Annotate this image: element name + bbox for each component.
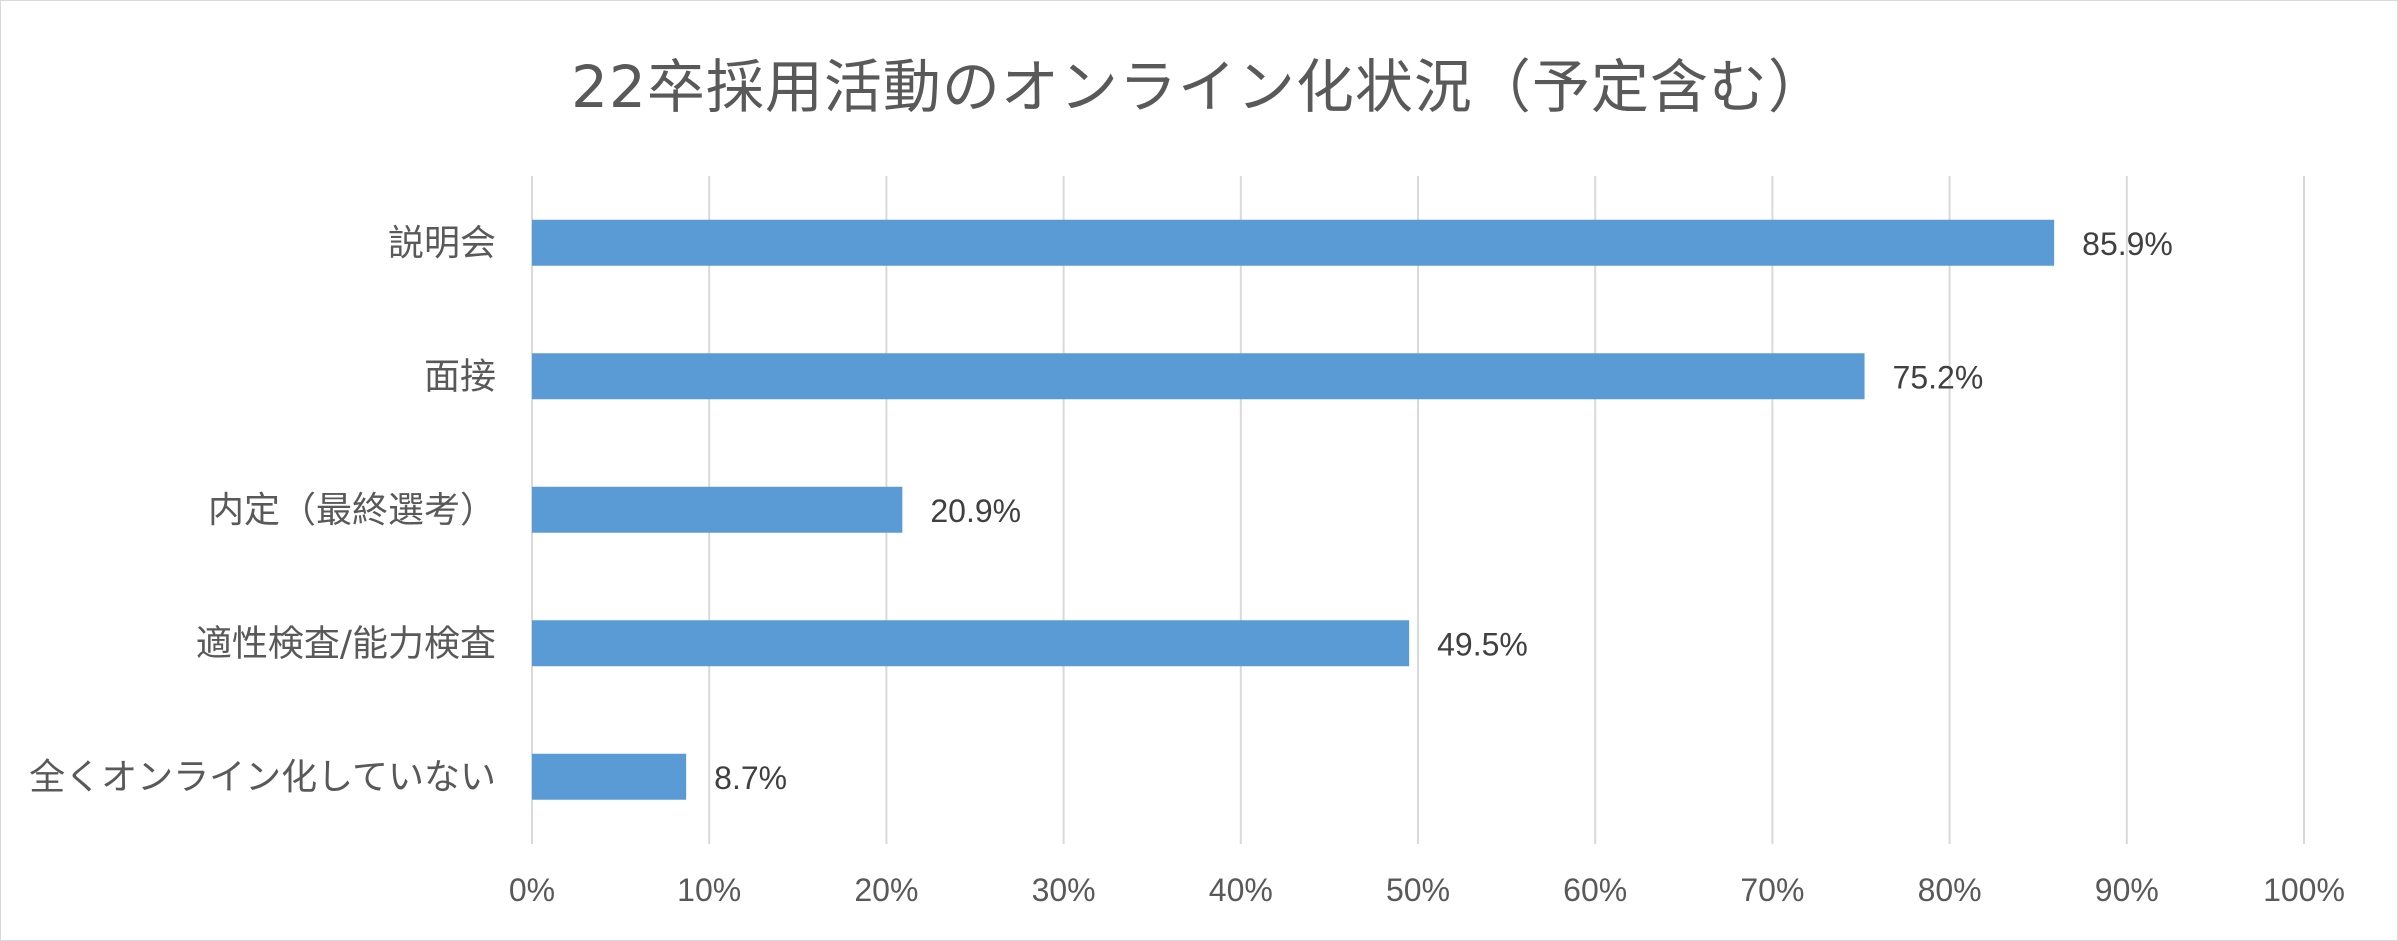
- x-tick-label: 40%: [1209, 872, 1273, 908]
- bar: [532, 486, 903, 533]
- x-tick-label: 20%: [854, 872, 918, 908]
- x-tick-label: 60%: [1563, 872, 1627, 908]
- category-label: 説明会: [388, 223, 496, 264]
- data-label: 85.9%: [2082, 226, 2173, 262]
- chart-title: 22卒採用活動のオンライン化状況（予定含む）: [571, 53, 1827, 121]
- x-tick-label: 90%: [2095, 872, 2159, 908]
- data-label: 75.2%: [1893, 359, 1984, 395]
- x-tick-label: 80%: [1918, 872, 1982, 908]
- bar: [532, 620, 1410, 667]
- x-tick-label: 30%: [1032, 872, 1096, 908]
- category-label: 面接: [424, 356, 496, 397]
- data-label: 49.5%: [1437, 626, 1528, 662]
- gridlines: [531, 176, 2305, 844]
- bar: [532, 753, 687, 800]
- bar: [532, 219, 2055, 266]
- x-tick-label: 10%: [677, 872, 741, 908]
- category-label: 内定（最終選考）: [208, 490, 496, 531]
- bar: [532, 353, 1865, 400]
- x-tick-label: 0%: [509, 872, 555, 908]
- x-tick-labels: 0% 10% 20% 30% 40% 50% 60% 70% 80% 90% 100%: [509, 872, 2345, 908]
- x-tick-label: 50%: [1386, 872, 1450, 908]
- data-label: 8.7%: [714, 760, 787, 796]
- bars: [532, 219, 2055, 800]
- x-tick-label: 100%: [2263, 872, 2345, 908]
- category-label: 全くオンライン化していない: [29, 757, 496, 798]
- x-tick-label: 70%: [1740, 872, 1804, 908]
- category-label: 適性検査/能力検査: [196, 623, 496, 664]
- data-label: 20.9%: [930, 493, 1021, 529]
- data-labels: 85.9% 75.2% 20.9% 49.5% 8.7%: [714, 226, 2173, 796]
